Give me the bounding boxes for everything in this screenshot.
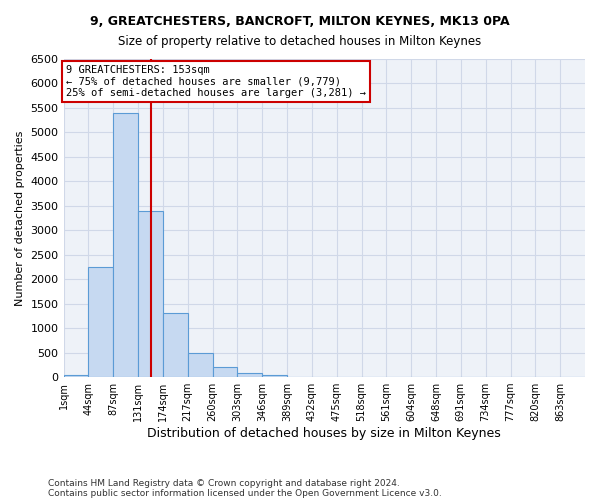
Bar xyxy=(262,374,287,377)
Text: 9, GREATCHESTERS, BANCROFT, MILTON KEYNES, MK13 0PA: 9, GREATCHESTERS, BANCROFT, MILTON KEYNE… xyxy=(90,15,510,28)
Bar xyxy=(212,368,238,377)
Text: Contains HM Land Registry data © Crown copyright and database right 2024.: Contains HM Land Registry data © Crown c… xyxy=(48,478,400,488)
Bar xyxy=(138,210,163,377)
X-axis label: Distribution of detached houses by size in Milton Keynes: Distribution of detached houses by size … xyxy=(148,427,501,440)
Bar xyxy=(238,373,262,377)
Text: 9 GREATCHESTERS: 153sqm
← 75% of detached houses are smaller (9,779)
25% of semi: 9 GREATCHESTERS: 153sqm ← 75% of detache… xyxy=(66,65,366,98)
Bar xyxy=(188,352,212,377)
Text: Size of property relative to detached houses in Milton Keynes: Size of property relative to detached ho… xyxy=(118,35,482,48)
Bar xyxy=(163,314,188,377)
Bar xyxy=(113,113,138,377)
Y-axis label: Number of detached properties: Number of detached properties xyxy=(15,130,25,306)
Bar xyxy=(88,267,113,377)
Bar xyxy=(64,374,88,377)
Text: Contains public sector information licensed under the Open Government Licence v3: Contains public sector information licen… xyxy=(48,488,442,498)
